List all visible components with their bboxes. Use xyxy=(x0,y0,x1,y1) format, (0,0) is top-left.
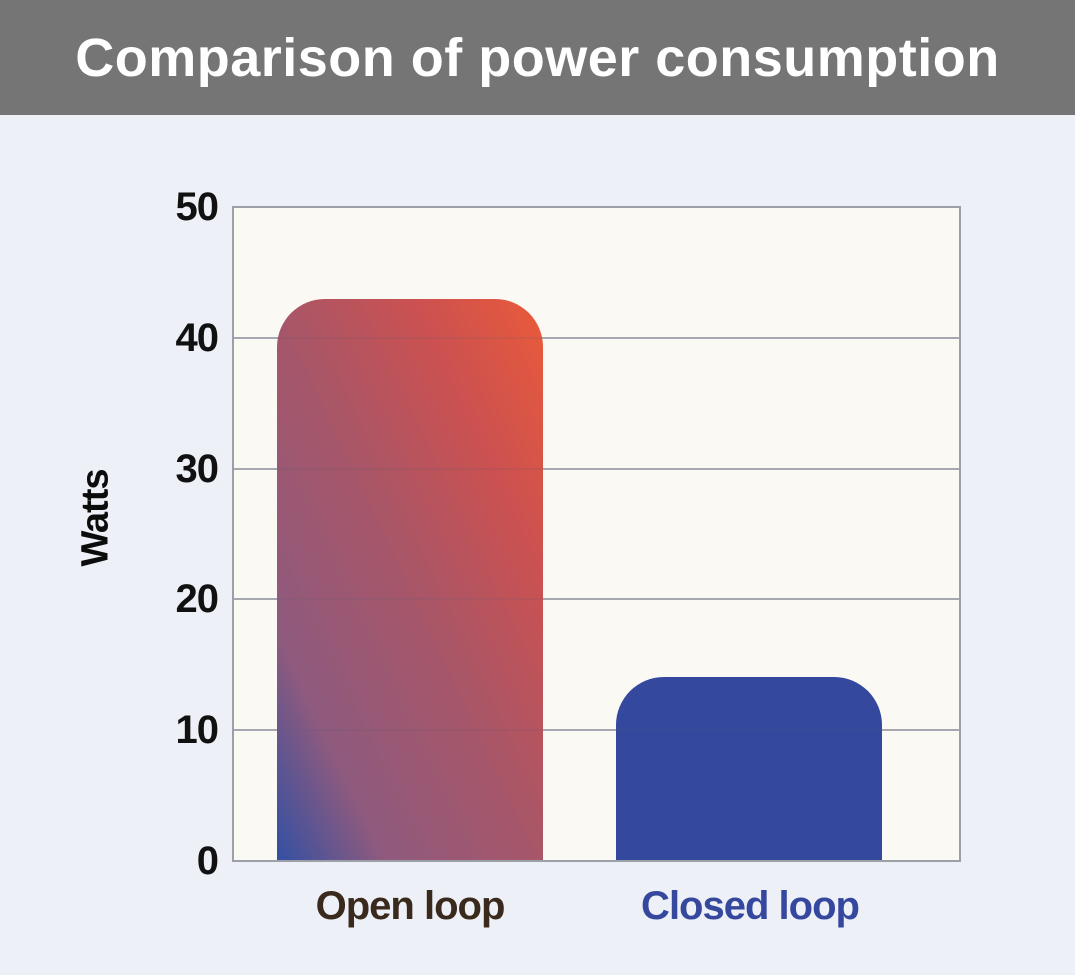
y-tick-50: 50 xyxy=(175,185,220,229)
bar-closed-loop xyxy=(616,677,882,860)
bars xyxy=(234,208,959,860)
y-tick-10: 10 xyxy=(175,708,220,752)
y-tick-0: 0 xyxy=(196,839,219,883)
gridline-40 xyxy=(234,337,959,340)
gridlines-behind xyxy=(234,208,959,860)
bar-open-loop xyxy=(277,299,543,860)
y-tick-30: 30 xyxy=(175,447,220,491)
title-bar: Comparison of power consumption xyxy=(0,0,1075,115)
y-tick-40: 40 xyxy=(175,316,220,360)
gridline-30 xyxy=(234,467,959,470)
gridline-40 xyxy=(234,337,959,340)
gridlines-overlay xyxy=(234,208,959,860)
y-tick-20: 20 xyxy=(175,577,220,621)
gridline-10 xyxy=(234,728,959,731)
category-label-closed-loop: Closed loop xyxy=(641,884,860,928)
gridline-30 xyxy=(234,467,959,470)
chart-title: Comparison of power consumption xyxy=(75,27,1000,88)
plot-area xyxy=(232,206,961,862)
gridline-10 xyxy=(234,728,959,731)
category-label-open-loop: Open loop xyxy=(315,884,506,928)
gridline-20 xyxy=(234,598,959,601)
gridline-20 xyxy=(234,598,959,601)
